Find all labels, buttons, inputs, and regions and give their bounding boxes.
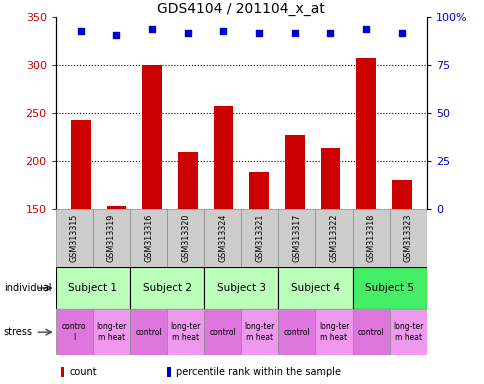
Text: count: count [69, 367, 96, 377]
Bar [389, 309, 426, 355]
Point [397, 30, 405, 36]
Bar [315, 309, 352, 355]
Bar [241, 309, 278, 355]
Point [219, 28, 227, 34]
Text: percentile rank within the sample: percentile rank within the sample [175, 367, 340, 377]
Bar [56, 209, 93, 267]
Text: Subject 2: Subject 2 [142, 283, 191, 293]
Point [112, 31, 120, 38]
Text: Subject 3: Subject 3 [216, 283, 265, 293]
Text: Subject 5: Subject 5 [364, 283, 413, 293]
Bar [130, 209, 166, 267]
Point [290, 30, 298, 36]
Text: control: control [357, 328, 384, 337]
Bar [389, 209, 426, 267]
Text: long-ter
m heat: long-ter m heat [170, 323, 200, 342]
Text: contro
l: contro l [62, 323, 87, 342]
Bar [352, 209, 389, 267]
Text: individual: individual [4, 283, 51, 293]
Bar [356, 58, 375, 353]
Bar [391, 180, 411, 353]
Bar [278, 309, 315, 355]
Bar [241, 209, 278, 267]
Point [183, 30, 191, 36]
Text: GSM313319: GSM313319 [106, 214, 116, 262]
Bar [178, 152, 197, 353]
Bar [106, 207, 126, 353]
Point [148, 26, 156, 32]
Bar [278, 209, 315, 267]
Text: GSM313317: GSM313317 [292, 214, 301, 262]
Text: GSM313323: GSM313323 [403, 214, 412, 262]
Text: control: control [283, 328, 310, 337]
Text: GSM313315: GSM313315 [70, 214, 79, 262]
Text: long-ter
m heat: long-ter m heat [392, 323, 423, 342]
Text: control: control [135, 328, 162, 337]
Bar [213, 106, 233, 353]
Bar [167, 367, 170, 377]
Text: long-ter
m heat: long-ter m heat [244, 323, 274, 342]
Text: stress: stress [4, 327, 33, 337]
Bar [60, 367, 64, 377]
Text: GSM313322: GSM313322 [329, 214, 338, 262]
Bar [249, 172, 269, 353]
Bar [285, 136, 304, 353]
Bar [204, 309, 241, 355]
Bar [71, 120, 91, 353]
Bar [56, 267, 130, 309]
Bar [204, 209, 241, 267]
Bar [130, 309, 166, 355]
Title: GDS4104 / 201104_x_at: GDS4104 / 201104_x_at [157, 2, 325, 16]
Bar [56, 309, 93, 355]
Text: GSM313316: GSM313316 [144, 214, 153, 262]
Bar [352, 309, 389, 355]
Text: Subject 4: Subject 4 [290, 283, 339, 293]
Point [362, 26, 369, 32]
Bar [142, 65, 162, 353]
Bar [315, 209, 352, 267]
Text: GSM313324: GSM313324 [218, 214, 227, 262]
Bar [166, 209, 204, 267]
Text: long-ter
m heat: long-ter m heat [318, 323, 348, 342]
Bar [352, 267, 426, 309]
Bar [130, 267, 204, 309]
Text: GSM313321: GSM313321 [255, 214, 264, 262]
Text: control: control [209, 328, 236, 337]
Text: GSM313318: GSM313318 [366, 214, 375, 262]
Point [326, 30, 333, 36]
Point [255, 30, 262, 36]
Bar [204, 267, 278, 309]
Bar [320, 148, 340, 353]
Bar [278, 267, 352, 309]
Bar [93, 309, 130, 355]
Bar [166, 309, 204, 355]
Text: long-ter
m heat: long-ter m heat [96, 323, 126, 342]
Bar [93, 209, 130, 267]
Text: GSM313320: GSM313320 [181, 214, 190, 262]
Text: Subject 1: Subject 1 [68, 283, 117, 293]
Point [76, 28, 84, 34]
